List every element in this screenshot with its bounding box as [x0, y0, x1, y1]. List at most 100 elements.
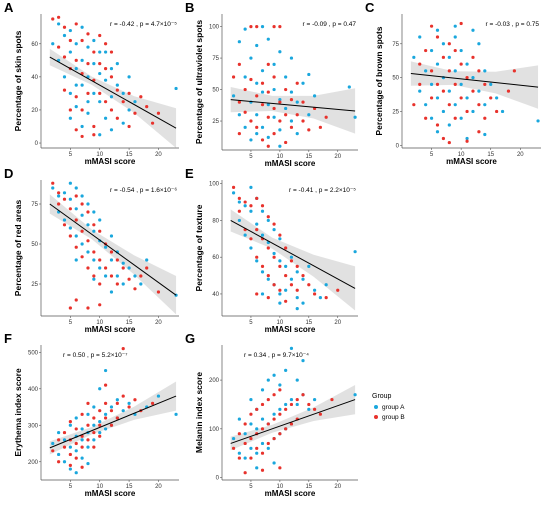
- y-axis-label: Percentage of skin spots: [13, 30, 23, 131]
- stat-annotation: r = 0.50 , p = 5.2×10⁻⁷: [63, 352, 128, 359]
- point-group-b: [249, 412, 253, 416]
- point-group-b: [243, 200, 247, 204]
- point-group-a: [295, 307, 299, 311]
- point-group-a: [284, 264, 288, 268]
- x-tick-label: 5: [249, 320, 253, 326]
- point-group-a: [284, 106, 288, 111]
- point-group-b: [86, 91, 90, 96]
- point-group-b: [424, 48, 428, 53]
- confidence-band: [49, 381, 177, 455]
- x-tick-label: 5: [430, 152, 434, 158]
- point-group-b: [62, 25, 67, 29]
- point-group-b: [301, 119, 305, 123]
- point-group-b: [62, 197, 67, 201]
- y-axis-label: Melanin index score: [194, 372, 204, 454]
- point-group-a: [243, 456, 247, 460]
- point-group-b: [98, 409, 102, 413]
- confidence-band: [49, 48, 177, 149]
- point-group-a: [284, 288, 288, 292]
- point-group-b: [127, 124, 131, 129]
- point-group-b: [260, 427, 265, 431]
- point-group-b: [51, 449, 55, 453]
- point-group-a: [68, 181, 72, 185]
- y-axis-label: Percentage of brown spots: [374, 26, 384, 135]
- y-tick-label: 300: [28, 423, 39, 429]
- point-group-a: [435, 96, 440, 100]
- x-tick-label: 10: [96, 484, 103, 490]
- point-group-b: [289, 125, 294, 129]
- confidence-band: [410, 61, 539, 109]
- point-group-a: [74, 66, 78, 71]
- point-group-a: [98, 387, 102, 391]
- point-group-a: [62, 460, 67, 464]
- point-group-a: [289, 397, 294, 402]
- point-group-a: [86, 111, 90, 115]
- point-group-a: [272, 228, 276, 232]
- point-group-b: [237, 432, 241, 436]
- regression-line: [49, 395, 177, 449]
- point-group-a: [418, 35, 422, 39]
- point-group-a: [109, 95, 114, 99]
- point-group-a: [237, 451, 241, 455]
- point-group-b: [260, 204, 265, 208]
- point-group-a: [272, 251, 276, 256]
- x-tick-label: 15: [305, 484, 312, 490]
- point-group-b: [272, 222, 276, 226]
- x-tick-label: 20: [334, 484, 341, 490]
- point-group-b: [272, 75, 276, 79]
- point-group-a: [249, 56, 253, 60]
- point-group-a: [424, 103, 428, 107]
- point-group-b: [284, 113, 288, 117]
- point-group-b: [266, 397, 270, 402]
- x-axis-label: mMASI score: [85, 489, 136, 498]
- point-group-a: [424, 69, 428, 73]
- point-group-a: [278, 407, 282, 411]
- point-group-b: [260, 103, 265, 107]
- point-group-b: [255, 125, 259, 129]
- point-group-a: [284, 402, 288, 407]
- point-group-a: [74, 207, 78, 211]
- point-group-a: [237, 40, 241, 44]
- point-group-a: [465, 136, 469, 141]
- point-group-a: [260, 292, 265, 296]
- point-group-b: [109, 108, 114, 112]
- point-group-a: [301, 301, 305, 305]
- point-group-b: [133, 287, 137, 291]
- point-group-a: [68, 28, 72, 33]
- point-group-a: [109, 290, 114, 294]
- point-group-b: [98, 258, 102, 262]
- point-group-a: [127, 108, 131, 112]
- point-group-a: [133, 100, 137, 104]
- point-group-b: [74, 95, 78, 99]
- stat-annotation: r = -0.41 , p = 2.2×10⁻⁵: [289, 187, 356, 194]
- regression-line: [49, 56, 177, 129]
- point-group-a: [418, 89, 422, 93]
- point-group-b: [266, 441, 270, 446]
- point-group-a: [80, 25, 84, 29]
- point-group-a: [80, 58, 84, 62]
- point-group-a: [80, 242, 84, 246]
- point-group-b: [284, 87, 288, 92]
- point-group-b: [278, 288, 282, 292]
- point-group-b: [243, 422, 247, 426]
- point-group-a: [68, 467, 72, 471]
- point-group-a: [278, 128, 282, 132]
- point-group-a: [231, 191, 236, 195]
- point-group-b: [301, 393, 305, 397]
- point-group-b: [133, 111, 137, 115]
- point-group-a: [68, 91, 72, 96]
- point-group-a: [127, 266, 131, 270]
- point-group-b: [74, 194, 78, 198]
- point-group-b: [272, 283, 276, 287]
- point-group-b: [80, 229, 84, 233]
- legend-label: group B: [382, 414, 405, 421]
- legend-label: group A: [382, 404, 405, 411]
- point-group-b: [115, 416, 119, 420]
- point-group-b: [412, 103, 416, 107]
- point-group-b: [103, 383, 108, 387]
- point-group-b: [115, 258, 119, 262]
- point-group-b: [68, 420, 72, 424]
- point-group-a: [447, 89, 451, 93]
- panel-letter: A: [4, 0, 14, 15]
